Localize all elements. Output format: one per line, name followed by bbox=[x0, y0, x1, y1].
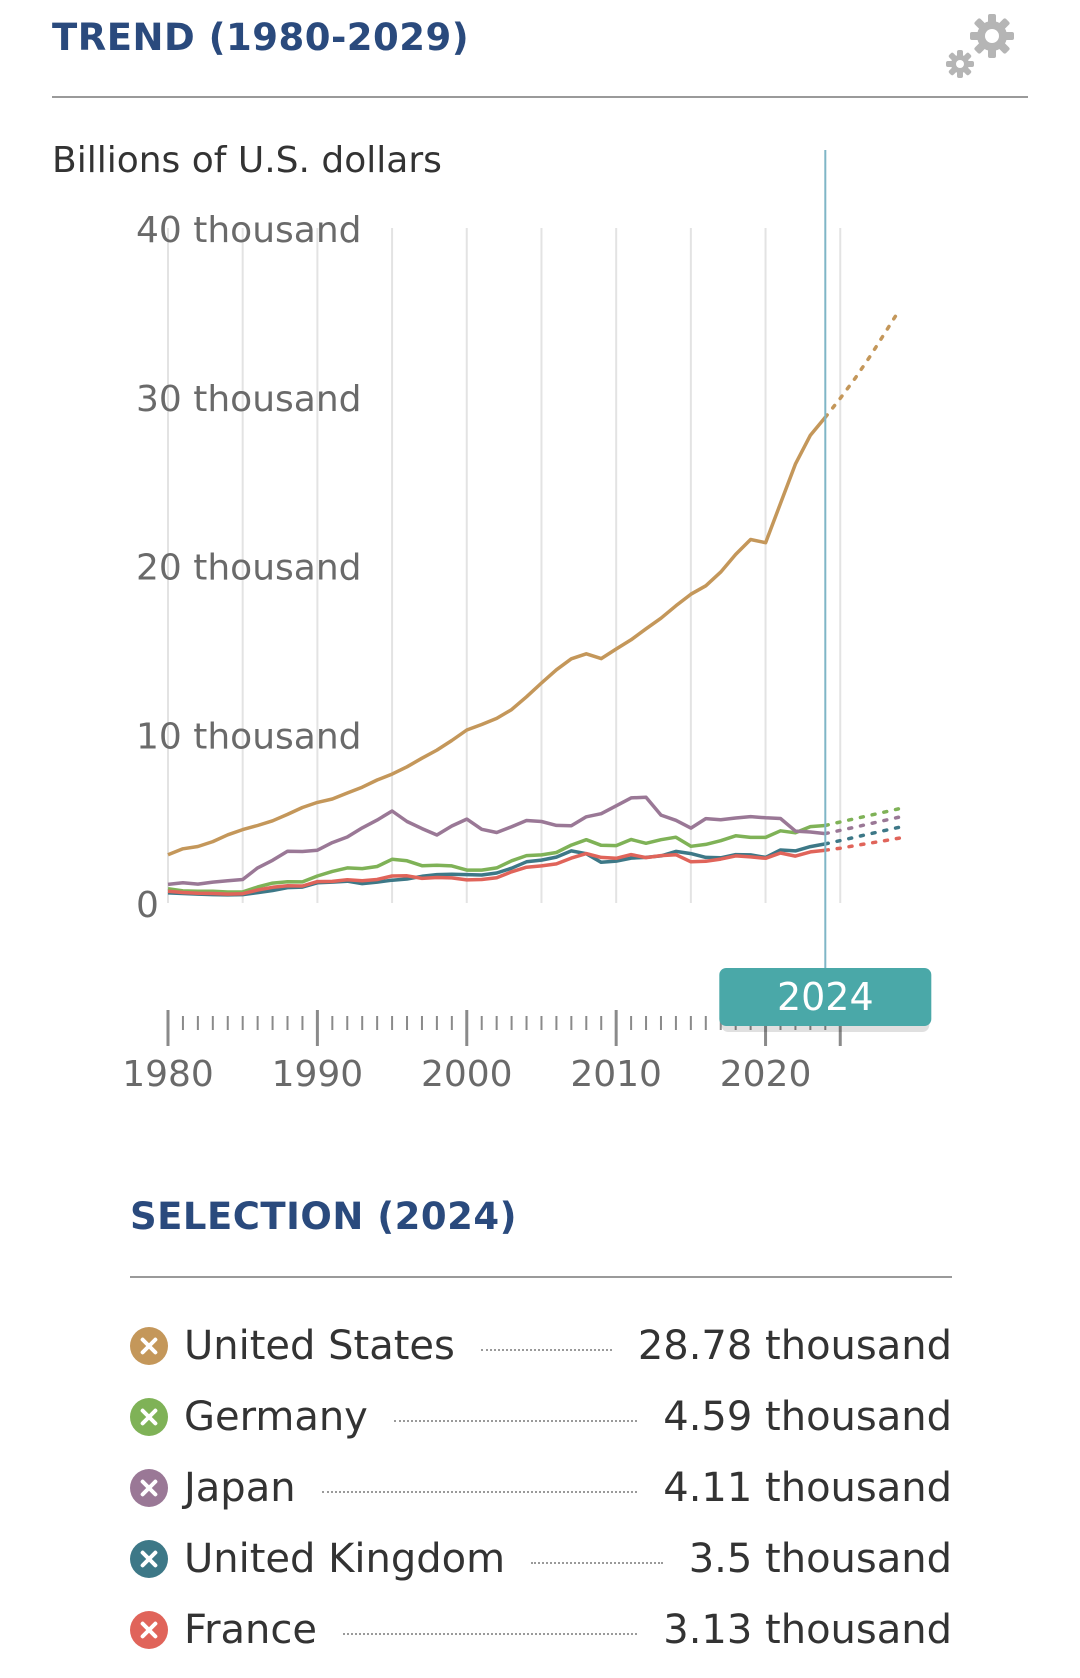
legend-value: 3.5 thousand bbox=[688, 1535, 952, 1582]
legend-country-label: France bbox=[184, 1606, 318, 1653]
legend-item-france[interactable]: France 3.13 thousand bbox=[130, 1594, 952, 1665]
close-circle-icon[interactable] bbox=[130, 1397, 168, 1436]
series-projection-germany bbox=[823, 806, 902, 828]
dotted-leader bbox=[343, 1632, 638, 1635]
close-circle-icon[interactable] bbox=[130, 1326, 168, 1365]
series-line-united-kingdom bbox=[167, 842, 826, 897]
x-tick-label: 2020 bbox=[720, 1054, 812, 1095]
legend-value: 4.11 thousand bbox=[663, 1464, 952, 1511]
x-tick-label: 2000 bbox=[421, 1054, 513, 1095]
series-projection-france bbox=[823, 836, 902, 852]
close-circle-icon[interactable] bbox=[130, 1468, 168, 1507]
y-tick-label: 0 bbox=[136, 885, 159, 926]
x-tick-label: 1980 bbox=[122, 1054, 214, 1095]
y-tick-label: 10 thousand bbox=[136, 716, 362, 757]
close-circle-icon[interactable] bbox=[130, 1610, 168, 1649]
series-line-japan bbox=[167, 795, 826, 887]
legend-country-label: Japan bbox=[184, 1464, 296, 1511]
series-line-france bbox=[167, 848, 826, 896]
year-badge[interactable] bbox=[719, 968, 932, 1026]
dotted-leader bbox=[480, 1348, 612, 1351]
selection-title: SELECTION (2024) bbox=[130, 1195, 518, 1238]
trend-title: TREND (1980-2029) bbox=[52, 16, 470, 59]
legend-country-label: Germany bbox=[184, 1393, 368, 1440]
legend-item-germany[interactable]: Germany 4.59 thousand bbox=[130, 1381, 952, 1452]
legend-value: 28.78 thousand bbox=[637, 1322, 952, 1369]
legend-country-label: United States bbox=[184, 1322, 455, 1369]
year-badge-label: 2024 bbox=[777, 975, 874, 1019]
legend-country-label: United Kingdom bbox=[184, 1535, 506, 1582]
x-tick-label: 2010 bbox=[570, 1054, 662, 1095]
legend-item-united-kingdom[interactable]: United Kingdom 3.5 thousand bbox=[130, 1523, 952, 1594]
gear-icon[interactable] bbox=[942, 6, 1022, 80]
legend-item-united-states[interactable]: United States 28.78 thousand bbox=[130, 1310, 952, 1381]
legend-value: 4.59 thousand bbox=[663, 1393, 952, 1440]
trend-chart[interactable]: 40 thousand 30 thousand 20 thousand 10 thou… bbox=[0, 0, 1080, 1140]
series-line-united-states bbox=[167, 416, 827, 857]
y-tick-label: 30 thousand bbox=[136, 379, 362, 420]
series-projection-united-kingdom bbox=[823, 825, 902, 846]
grid-lines bbox=[167, 228, 842, 903]
series-lines bbox=[167, 307, 902, 897]
dotted-leader bbox=[321, 1490, 638, 1493]
header-divider bbox=[52, 96, 1028, 98]
series-projection-japan bbox=[823, 815, 902, 836]
y-axis-labels: 40 thousand 30 thousand 20 thousand 10 thou… bbox=[136, 210, 362, 926]
dotted-leader bbox=[393, 1419, 638, 1422]
y-tick-label: 40 thousand bbox=[136, 210, 362, 251]
x-tick-label: 1990 bbox=[272, 1054, 364, 1095]
selection-list: United States 28.78 thousand Germany 4.5… bbox=[130, 1310, 952, 1665]
year-cursor: 2024 bbox=[719, 150, 932, 1032]
series-projection-united-states bbox=[823, 307, 902, 420]
y-tick-label: 20 thousand bbox=[136, 548, 362, 589]
close-circle-icon[interactable] bbox=[130, 1539, 168, 1578]
series-line-germany bbox=[167, 823, 826, 894]
dotted-leader bbox=[531, 1561, 663, 1564]
legend-value: 3.13 thousand bbox=[663, 1606, 952, 1653]
selection-divider bbox=[130, 1276, 952, 1278]
y-axis-unit-label: Billions of U.S. dollars bbox=[52, 140, 442, 181]
legend-item-japan[interactable]: Japan 4.11 thousand bbox=[130, 1452, 952, 1523]
